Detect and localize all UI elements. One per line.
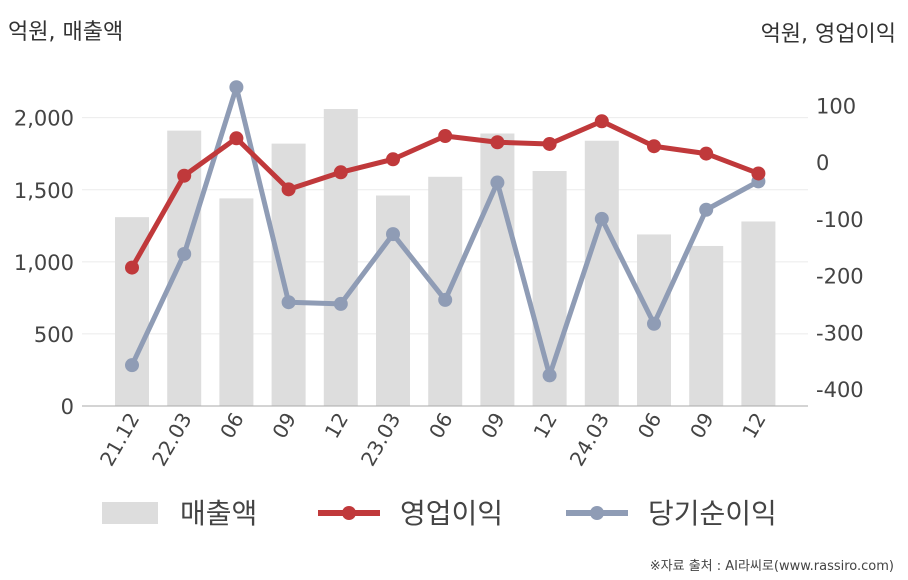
bar-매출액-11	[689, 245, 724, 406]
bar-매출액-7	[480, 133, 515, 406]
x-tick-label-11: 09	[685, 409, 719, 443]
left-axis-unit-label: 억원, 매출액	[8, 20, 124, 45]
point-영업이익-7	[490, 135, 505, 150]
x-tick-label-1: 22.03	[147, 409, 196, 471]
point-당기순이익-8	[542, 368, 557, 383]
x-tick-label-3: 09	[267, 409, 301, 443]
right-tick-label-0: -400	[816, 378, 864, 402]
right-tick-label-2: -200	[816, 265, 864, 289]
point-당기순이익-3	[281, 295, 296, 310]
point-영업이익-1	[177, 168, 192, 183]
right-tick-label-5: 100	[816, 94, 856, 118]
point-영업이익-5	[386, 152, 400, 167]
x-tick-label-12: 12	[737, 409, 771, 443]
left-tick-label-1: 500	[34, 323, 74, 347]
point-당기순이익-6	[438, 292, 453, 307]
point-당기순이익-0	[125, 358, 139, 373]
point-당기순이익-11	[699, 202, 714, 217]
source-note: ※자료 출처 : AI라씨로(www.rassiro.com)	[649, 559, 894, 574]
x-tick-label-10: 06	[633, 409, 667, 443]
point-영업이익-12	[751, 166, 766, 181]
bar-매출액-9	[584, 140, 619, 406]
left-tick-label-3: 1,500	[14, 179, 74, 203]
right-tick-label-3: -100	[816, 208, 864, 232]
legend-label-매출액: 매출액	[180, 497, 257, 530]
point-영업이익-3	[281, 182, 296, 197]
x-tick-label-5: 23.03	[356, 409, 405, 471]
left-tick-label-2: 1,000	[14, 251, 74, 275]
bar-매출액-6	[428, 176, 463, 406]
point-영업이익-9	[594, 114, 609, 129]
legend-label-당기순이익: 당기순이익	[648, 497, 777, 530]
x-tick-label-6: 06	[424, 409, 458, 443]
right-tick-label-1: -300	[816, 321, 864, 345]
point-영업이익-6	[438, 129, 453, 144]
x-tick-label-8: 12	[528, 409, 562, 443]
left-tick-label-0: 0	[61, 395, 74, 419]
right-axis-unit-label: 억원, 영업이익	[760, 22, 896, 47]
point-영업이익-10	[647, 139, 661, 154]
point-당기순이익-1	[177, 246, 192, 261]
bar-매출액-2	[219, 198, 254, 406]
x-tick-label-4: 12	[320, 409, 354, 443]
legend-marker-영업이익	[342, 506, 356, 520]
point-영업이익-11	[699, 146, 714, 161]
point-영업이익-8	[542, 136, 557, 151]
point-당기순이익-5	[386, 227, 400, 242]
point-당기순이익-4	[333, 296, 348, 311]
left-tick-label-4: 2,000	[14, 107, 74, 131]
right-tick-label-4: 0	[816, 151, 829, 175]
point-당기순이익-10	[647, 316, 661, 331]
point-당기순이익-9	[594, 211, 609, 226]
bar-매출액-4	[323, 109, 358, 407]
bar-매출액-12	[741, 221, 776, 406]
point-당기순이익-2	[229, 80, 244, 95]
x-tick-label-2: 06	[215, 409, 249, 443]
point-영업이익-4	[333, 165, 348, 180]
point-당기순이익-7	[490, 175, 505, 190]
x-tick-label-9: 24.03	[565, 409, 614, 471]
point-영업이익-2	[229, 131, 244, 146]
x-tick-label-7: 09	[476, 409, 510, 443]
x-tick-label-0: 21.12	[95, 409, 144, 471]
legend-swatch-매출액	[102, 502, 158, 524]
point-영업이익-0	[125, 260, 139, 275]
legend-marker-당기순이익	[590, 506, 604, 520]
bar-매출액-5	[376, 195, 410, 406]
legend-label-영업이익: 영업이익	[400, 497, 503, 530]
